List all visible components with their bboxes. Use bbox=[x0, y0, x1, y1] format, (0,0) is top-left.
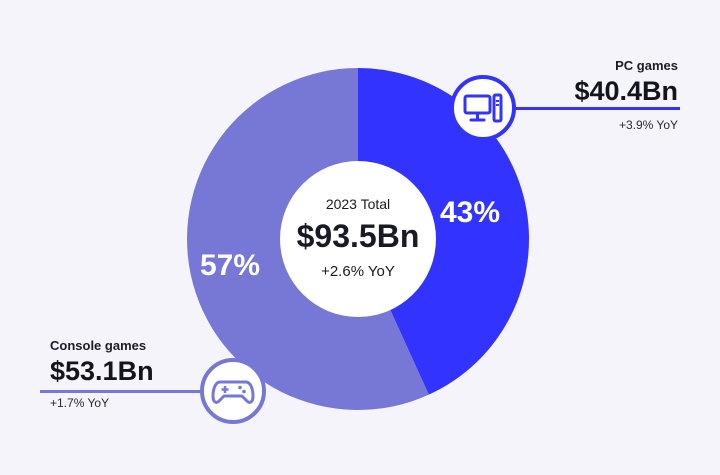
donut-hole bbox=[280, 161, 436, 317]
gamepad-icon bbox=[200, 358, 266, 424]
pc-callout: PC games $40.4Bn +3.9% YoY bbox=[574, 58, 678, 132]
pc-label: PC games bbox=[615, 58, 678, 73]
console-value: $53.1Bn bbox=[50, 356, 154, 386]
pc-callout-line bbox=[508, 107, 680, 110]
slice-pc-games bbox=[358, 68, 530, 395]
pc-icon-badge bbox=[450, 75, 516, 141]
computer-icon bbox=[450, 75, 516, 141]
pc-percent-label: 43% bbox=[440, 196, 501, 229]
console-percent-label: 57% bbox=[200, 249, 261, 282]
center-total-value: $93.5Bn bbox=[296, 218, 420, 254]
console-callout-line bbox=[40, 390, 230, 393]
console-icon-badge bbox=[200, 358, 266, 424]
center-total-yoy: +2.6% YoY bbox=[321, 263, 395, 280]
console-label: Console games bbox=[50, 338, 147, 353]
console-callout: Console games $53.1Bn +1.7% YoY bbox=[50, 338, 154, 410]
pc-yoy: +3.9% YoY bbox=[618, 118, 678, 132]
pc-value: $40.4Bn bbox=[574, 76, 678, 106]
center-total-label: 2023 Total bbox=[325, 196, 391, 212]
console-yoy: +1.7% YoY bbox=[50, 396, 110, 410]
